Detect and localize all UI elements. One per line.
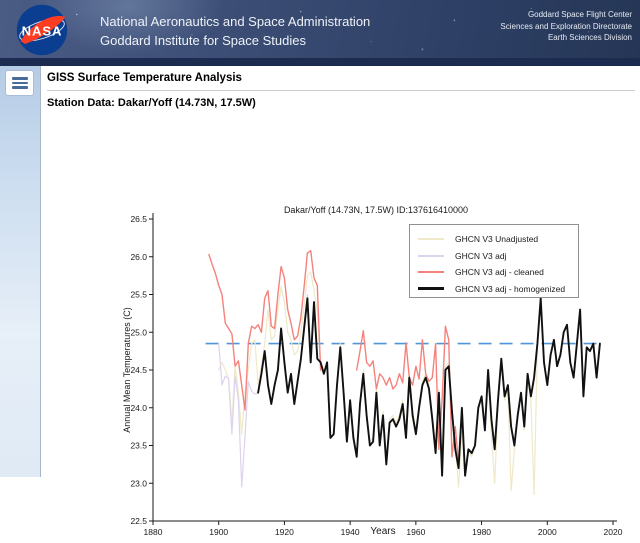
legend-item-unadjusted: GHCN V3 Unadjusted [418, 231, 578, 248]
y-axis-label: Annual Mean Temperatures (C) [122, 307, 132, 433]
y-tick-label: 23.0 [130, 478, 147, 488]
division-line3[interactable]: Earth Sciences Division [547, 33, 632, 43]
legend-line-adj-icon [418, 254, 444, 257]
nasa-logo-icon[interactable]: NASA [14, 2, 70, 58]
sidebar [0, 66, 41, 477]
legend-line-unadjusted-icon [418, 238, 444, 241]
series-ghcn-v3-adj-homogenized [257, 297, 601, 477]
legend-item-homogenized: GHCN V3 adj - homogenized [418, 281, 578, 298]
hamburger-icon [11, 75, 28, 91]
y-tick-label: 26.5 [130, 214, 147, 224]
site-header: NASA National Aeronautics and Space Admi… [0, 0, 640, 58]
legend-label: GHCN V3 adj - homogenized [455, 283, 566, 294]
y-tick-label: 24.5 [130, 365, 147, 375]
content: GISS Surface Temperature Analysis Statio… [41, 66, 640, 537]
legend-label: GHCN V3 adj [455, 250, 507, 261]
y-tick-label: 22.5 [130, 516, 147, 526]
x-axis-label: Years [370, 526, 396, 537]
legend-line-homogenized-icon [418, 287, 444, 291]
page-title: GISS Surface Temperature Analysis [47, 72, 242, 84]
y-tick-label: 25.0 [130, 327, 147, 337]
temperature-chart: Dakar/Yoff (14.73N, 17.5W) ID:1376164100… [116, 204, 636, 543]
y-tick-label: 24.0 [130, 403, 147, 413]
header-divider-bar [0, 58, 640, 66]
y-tick-label: 25.5 [130, 290, 147, 300]
series-lines [208, 250, 601, 496]
chart-legend: GHCN V3 Unadjusted GHCN V3 adj GHCN V3 a… [409, 224, 579, 298]
org-name: National Aeronautics and Space Administr… [100, 13, 370, 51]
chart-title: Dakar/Yoff (14.73N, 17.5W) ID:1376164100… [283, 205, 469, 215]
legend-item-cleaned: GHCN V3 adj - cleaned [418, 264, 578, 281]
division-links: Goddard Space Flight Center Sciences and… [500, 9, 632, 44]
title-rule [47, 90, 635, 91]
legend-label: GHCN V3 Unadjusted [455, 234, 539, 245]
legend-line-cleaned-icon [418, 271, 444, 274]
series-ghcn-v3-adj-cleaned [208, 250, 322, 411]
org-line1: National Aeronautics and Space Administr… [100, 14, 371, 29]
legend-label: GHCN V3 adj - cleaned [455, 267, 544, 278]
menu-button[interactable] [5, 70, 34, 96]
division-line2[interactable]: Sciences and Exploration Directorate [500, 21, 632, 31]
y-tick-label: 23.5 [130, 441, 147, 451]
series-ghcn-v3-adj-cleaned [355, 325, 460, 466]
svg-text:NASA: NASA [22, 24, 63, 39]
y-tick-label: 26.0 [130, 252, 147, 262]
division-line1[interactable]: Goddard Space Flight Center [527, 10, 632, 19]
org-line2: Goddard Institute for Space Studies [100, 32, 306, 48]
legend-item-adj: GHCN V3 adj [418, 248, 578, 265]
station-subtitle: Station Data: Dakar/Yoff (14.73N, 17.5W) [47, 97, 256, 109]
